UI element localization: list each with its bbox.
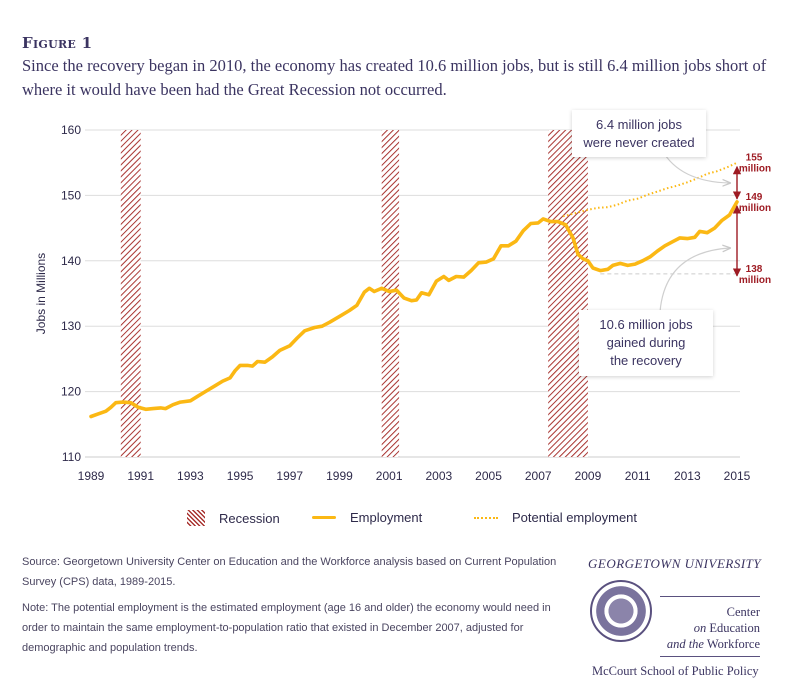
solid-line-icon [312,516,336,519]
recession-hatch-icon [187,510,205,526]
recession-bands [120,130,588,457]
x-tick-label: 2001 [376,469,403,483]
x-tick-label: 1989 [78,469,105,483]
end-value-label: 149 [746,192,763,203]
center-line: Center [726,605,760,619]
employment-line [89,200,739,419]
end-value-label: 138 [746,264,763,275]
recession-band [548,130,588,457]
gain-callout: 10.6 million jobs gained during the reco… [579,310,713,376]
center-text: Workforce [703,637,760,651]
y-tick-label: 130 [61,319,81,333]
y-tick-label: 140 [61,254,81,268]
y-axis-ticks: 110 120 130 140 150 160 [61,123,81,464]
y-tick-label: 150 [61,188,81,202]
x-tick-label: 2007 [525,469,552,483]
legend-label: Recession [219,510,280,526]
figure-title: Since the recovery began in 2010, the ec… [22,56,767,99]
gain-callout-line: 10.6 million jobs [599,317,693,332]
georgetown-logo: GEORGETOWN UNIVERSITY Center on Educatio… [588,556,788,686]
y-tick-label: 120 [61,385,81,399]
y-tick-label: 160 [61,123,81,137]
center-italic: on [693,621,707,635]
x-tick-label: 2005 [475,469,502,483]
x-tick-label: 2003 [425,469,452,483]
center-text: Education [706,621,760,635]
school-name: McCourt School of Public Policy [592,664,759,678]
university-name: GEORGETOWN UNIVERSITY [588,556,762,571]
legend-label: Potential employment [512,510,638,525]
gain-callout-line: gained during [606,335,686,350]
recession-band [381,130,400,457]
x-tick-label: 2011 [625,469,651,483]
university-seal-icon [590,580,652,642]
series-lines [89,161,739,419]
legend-label: Employment [350,510,423,525]
gap-callout-line: were never created [583,135,695,150]
legend-item-potential: Potential employment [474,510,637,525]
x-tick-label: 1991 [127,469,154,483]
divider [660,596,760,597]
y-axis-label: Jobs in Millions [34,253,48,334]
center-name: Center on Education and the Workforce [660,604,760,652]
grid-lines [85,129,740,458]
end-unit-label: million [739,164,771,175]
x-tick-label: 2015 [724,469,751,483]
dotted-line-icon [474,516,498,519]
source-text: Source: Georgetown University Center on … [22,556,557,588]
center-line: on Education [660,620,760,636]
note-text: Note: The potential employment is the es… [22,602,551,654]
center-line: and the Workforce [660,636,760,652]
x-tick-label: 1993 [177,469,204,483]
x-tick-label: 1999 [326,469,353,483]
gain-pointer [659,248,730,313]
x-axis-ticks: 1989 1991 1993 1995 1997 1999 2001 2003 2005 2007… [78,469,751,483]
legend-item-employment: Employment [312,510,422,525]
x-tick-label: 1995 [227,469,254,483]
legend-item-recession: Recession [187,510,280,526]
center-italic: and the [666,637,704,651]
x-tick-label: 1997 [276,469,303,483]
divider [660,656,760,657]
chart-legend: Recession Employment Potential employmen… [0,508,800,530]
gap-callout-line: 6.4 million jobs [596,117,682,132]
gain-callout-line: the recovery [610,353,682,368]
gap-callout: 6.4 million jobs were never created [572,110,706,157]
potential-employment-line [562,161,738,218]
figure-label: Figure 1 [22,34,93,52]
end-unit-label: million [739,275,771,286]
y-tick-label: 110 [62,450,81,464]
end-unit-label: million [739,203,771,214]
end-value-label: 155 [746,153,763,164]
x-tick-label: 2013 [674,469,701,483]
x-tick-label: 2009 [575,469,602,483]
recession-band [120,130,141,457]
